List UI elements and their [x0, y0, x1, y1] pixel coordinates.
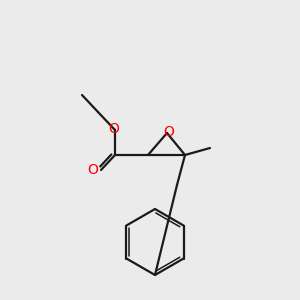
Text: O: O [164, 125, 174, 139]
Text: O: O [88, 163, 98, 177]
Text: O: O [109, 122, 119, 136]
